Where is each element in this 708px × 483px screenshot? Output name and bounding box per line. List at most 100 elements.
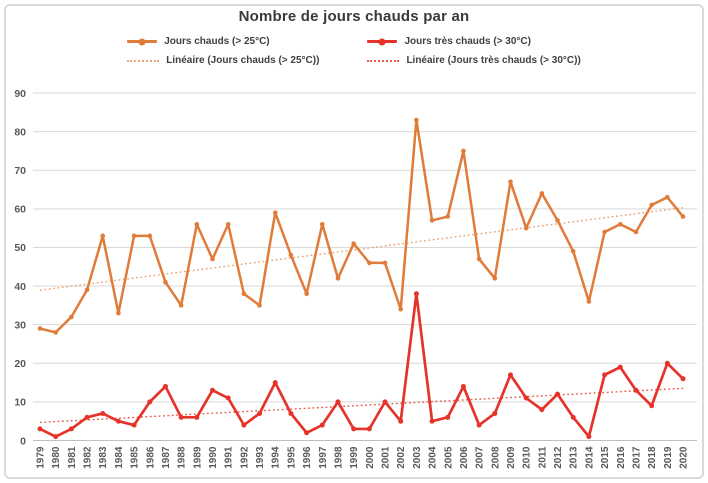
data-point [602, 372, 608, 378]
legend-marker-dot-icon [138, 38, 146, 45]
x-axis-label: 2001 [381, 446, 392, 469]
x-axis-label: 1982 [83, 446, 94, 469]
data-point [288, 252, 294, 258]
data-point [507, 372, 513, 378]
chart-title: Nombre de jours chauds par an [238, 8, 470, 25]
y-axis-label: 50 [14, 242, 26, 254]
x-axis-label: 2015 [600, 446, 611, 469]
data-point [570, 414, 576, 420]
x-axis-label: 2009 [506, 446, 517, 469]
data-point [100, 410, 106, 416]
data-point [664, 360, 670, 366]
x-axis-label: 2004 [428, 446, 439, 469]
data-point [257, 410, 263, 416]
data-point [115, 418, 121, 424]
legend: Jours chauds (> 25°C) Jours très chauds (… [0, 36, 708, 66]
data-point [649, 403, 655, 409]
x-axis-label: 2013 [569, 446, 580, 469]
data-point [53, 434, 59, 440]
x-axis-label: 1985 [130, 446, 141, 469]
data-point [680, 376, 686, 382]
data-point [429, 418, 435, 424]
data-point [84, 287, 90, 293]
data-point [319, 221, 325, 227]
data-point [37, 426, 43, 432]
x-axis-label: 1999 [349, 446, 360, 469]
data-point [53, 330, 58, 335]
trendline-jours-chauds [39, 207, 684, 291]
data-point [555, 218, 560, 223]
data-point [539, 191, 545, 196]
y-axis-label: 70 [14, 165, 26, 177]
data-point [476, 422, 482, 428]
legend-label: Linéaire (Jours très chauds (> 30°C)) [406, 55, 581, 66]
data-point [37, 326, 43, 331]
data-point [84, 414, 90, 420]
y-axis-label: 10 [14, 397, 26, 409]
legend-label: Jours chauds (> 25°C) [164, 36, 270, 47]
data-point [351, 426, 357, 432]
series-line-jours-tres-chauds [38, 292, 685, 438]
legend-label: Linéaire (Jours chauds (> 25°C)) [166, 55, 320, 66]
data-point [131, 422, 137, 428]
series-line-jours-chauds [38, 118, 685, 334]
x-axis-label: 2017 [631, 446, 642, 469]
y-axis-label: 80 [14, 126, 26, 138]
x-axis-label: 1998 [333, 446, 344, 469]
data-point [382, 260, 388, 266]
x-axis-label: 1984 [114, 446, 125, 469]
x-axis-label: 1991 [224, 446, 235, 469]
x-axis-label: 2008 [490, 446, 501, 469]
x-axis-label: 2003 [412, 446, 423, 469]
x-axis-label: 1983 [98, 446, 109, 469]
data-point [445, 214, 451, 219]
x-axis-label: 1996 [302, 446, 313, 469]
data-point [351, 241, 356, 246]
data-point [476, 256, 482, 262]
x-axis-label: 2018 [647, 446, 658, 469]
data-point [617, 364, 623, 370]
data-point [147, 399, 153, 405]
x-axis-label: 1989 [192, 446, 203, 469]
data-point [319, 422, 325, 428]
data-point [100, 233, 106, 239]
data-point [508, 179, 513, 185]
x-axis-label: 1990 [208, 446, 219, 469]
data-point [272, 210, 278, 215]
x-axis-label: 1994 [271, 446, 282, 469]
data-point [633, 229, 639, 235]
data-point [210, 387, 216, 393]
x-axis-label: 2019 [663, 446, 674, 469]
x-axis-label: 1979 [36, 446, 47, 469]
data-point [539, 407, 545, 413]
data-point [147, 233, 153, 239]
data-point [241, 291, 247, 297]
data-point [178, 414, 184, 420]
data-point [586, 434, 592, 440]
data-point [241, 422, 247, 428]
data-point [304, 291, 309, 297]
legend-item: Linéaire (Jours chauds (> 25°C)) [127, 55, 319, 66]
data-point [492, 276, 498, 281]
data-point [68, 426, 74, 432]
x-axis-label: 1980 [51, 446, 62, 469]
data-point [680, 214, 686, 219]
data-point [69, 314, 74, 320]
y-axis-label: 60 [14, 204, 26, 216]
data-point [272, 380, 278, 386]
legend-dotted-line-icon [127, 59, 160, 62]
x-axis-label: 2000 [365, 446, 376, 469]
x-axis-label: 2010 [522, 446, 533, 469]
data-point [555, 391, 561, 397]
y-axis-label: 90 [14, 88, 26, 100]
data-point [492, 410, 498, 416]
data-point [570, 249, 576, 254]
x-axis-label: 2014 [584, 446, 595, 469]
x-axis-label: 1995 [286, 446, 297, 469]
legend-item: Linéaire (Jours très chauds (> 30°C)) [367, 55, 581, 66]
x-axis-label: 2006 [459, 446, 470, 469]
data-point [398, 418, 404, 424]
y-axis-label: 40 [14, 281, 26, 293]
data-point [398, 306, 404, 312]
